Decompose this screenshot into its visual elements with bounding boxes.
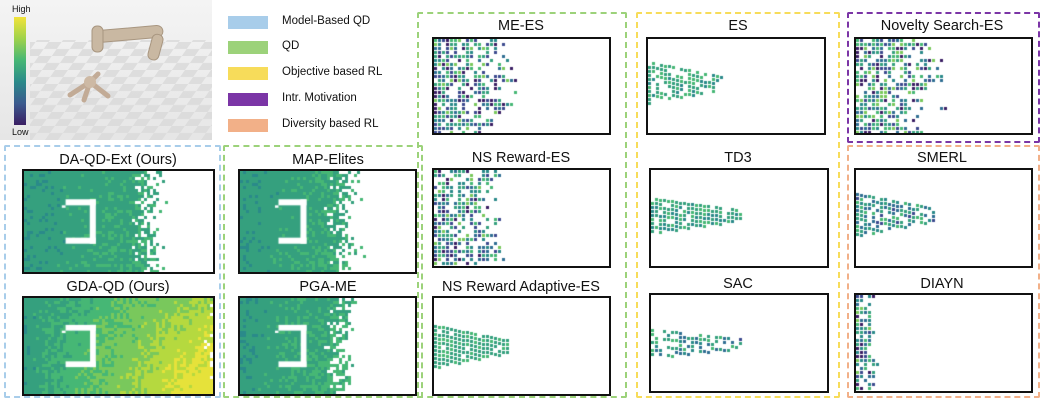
legend-label-intr-motivation: Intr. Motivation [282,92,357,104]
panel-title-ns-reward-es: NS Reward-ES [471,150,571,166]
legend: Model-Based QD QD Objective based RL Int… [228,10,418,140]
heatmap-ns-reward-adaptive-es [434,298,609,394]
panel-pga-me [238,296,417,396]
colorbar-high-label: High [12,4,31,14]
panel-ns-reward-es [432,168,611,268]
panel-gda-qd [22,296,215,396]
group-intr-motivation [847,12,1040,143]
robot-arena-illustration [30,24,212,140]
panel-td3 [649,168,829,268]
heatmap-smerl [856,170,1031,266]
panel-sac [649,293,829,393]
group-diversity-rl [847,145,1040,398]
legend-swatch-intr-motivation [228,93,268,106]
colorbar-low-label: Low [12,127,29,137]
legend-swatch-diversity-rl [228,119,268,132]
legend-swatch-model-based-qd [228,16,268,29]
legend-label-diversity-rl: Diversity based RL [282,118,379,130]
panel-title-da-qd-ext: DA-QD-Ext (Ours) [59,152,177,168]
panel-novelty-search-es [854,37,1033,135]
panel-title-novelty-search-es: Novelty Search-ES [880,18,1004,34]
panel-title-diayn: DIAYN [920,276,964,292]
heatmap-pga-me [240,298,415,394]
panel-me-es [432,37,611,135]
panel-da-qd-ext [22,169,215,274]
heatmap-da-qd-ext [24,171,213,272]
panel-title-ns-reward-adaptive-es: NS Reward Adaptive-ES [442,279,600,295]
heatmap-es [648,39,824,133]
panel-title-td3: TD3 [724,150,752,166]
wall-segments [91,24,164,61]
group-qd-left [223,145,423,398]
panel-diayn [854,293,1033,393]
panel-title-sac: SAC [723,276,753,292]
panel-ns-reward-adaptive-es [432,296,611,396]
heatmap-map-elites [240,171,415,272]
panel-title-me-es: ME-ES [498,18,544,34]
colorbar [14,17,26,125]
legend-swatch-objective-rl [228,67,268,80]
legend-swatch-qd [228,41,268,54]
group-model-based-qd [4,145,221,398]
panel-title-gda-qd: GDA-QD (Ours) [66,279,170,295]
group-objective-rl [636,12,840,398]
heatmap-sac [651,295,827,391]
panel-title-map-elites: MAP-Elites [292,152,364,168]
panel-title-es: ES [728,18,748,34]
heatmap-novelty-search-es [856,39,1031,133]
group-qd-right [417,12,627,398]
panel-title-pga-me: PGA-ME [299,279,357,295]
heatmap-td3 [651,170,827,266]
panel-smerl [854,168,1033,268]
panel-map-elites [238,169,417,274]
legend-label-qd: QD [282,40,300,52]
panel-es [646,37,826,135]
legend-label-objective-rl: Objective based RL [282,66,383,78]
panel-title-smerl: SMERL [917,150,967,166]
heatmap-diayn [856,295,1031,391]
legend-label-model-based-qd: Model-Based QD [282,15,371,27]
heatmap-me-es [434,39,609,133]
heatmap-ns-reward-es [434,170,609,266]
robot-arena-image: High Low [0,0,212,140]
heatmap-gda-qd [24,298,213,394]
